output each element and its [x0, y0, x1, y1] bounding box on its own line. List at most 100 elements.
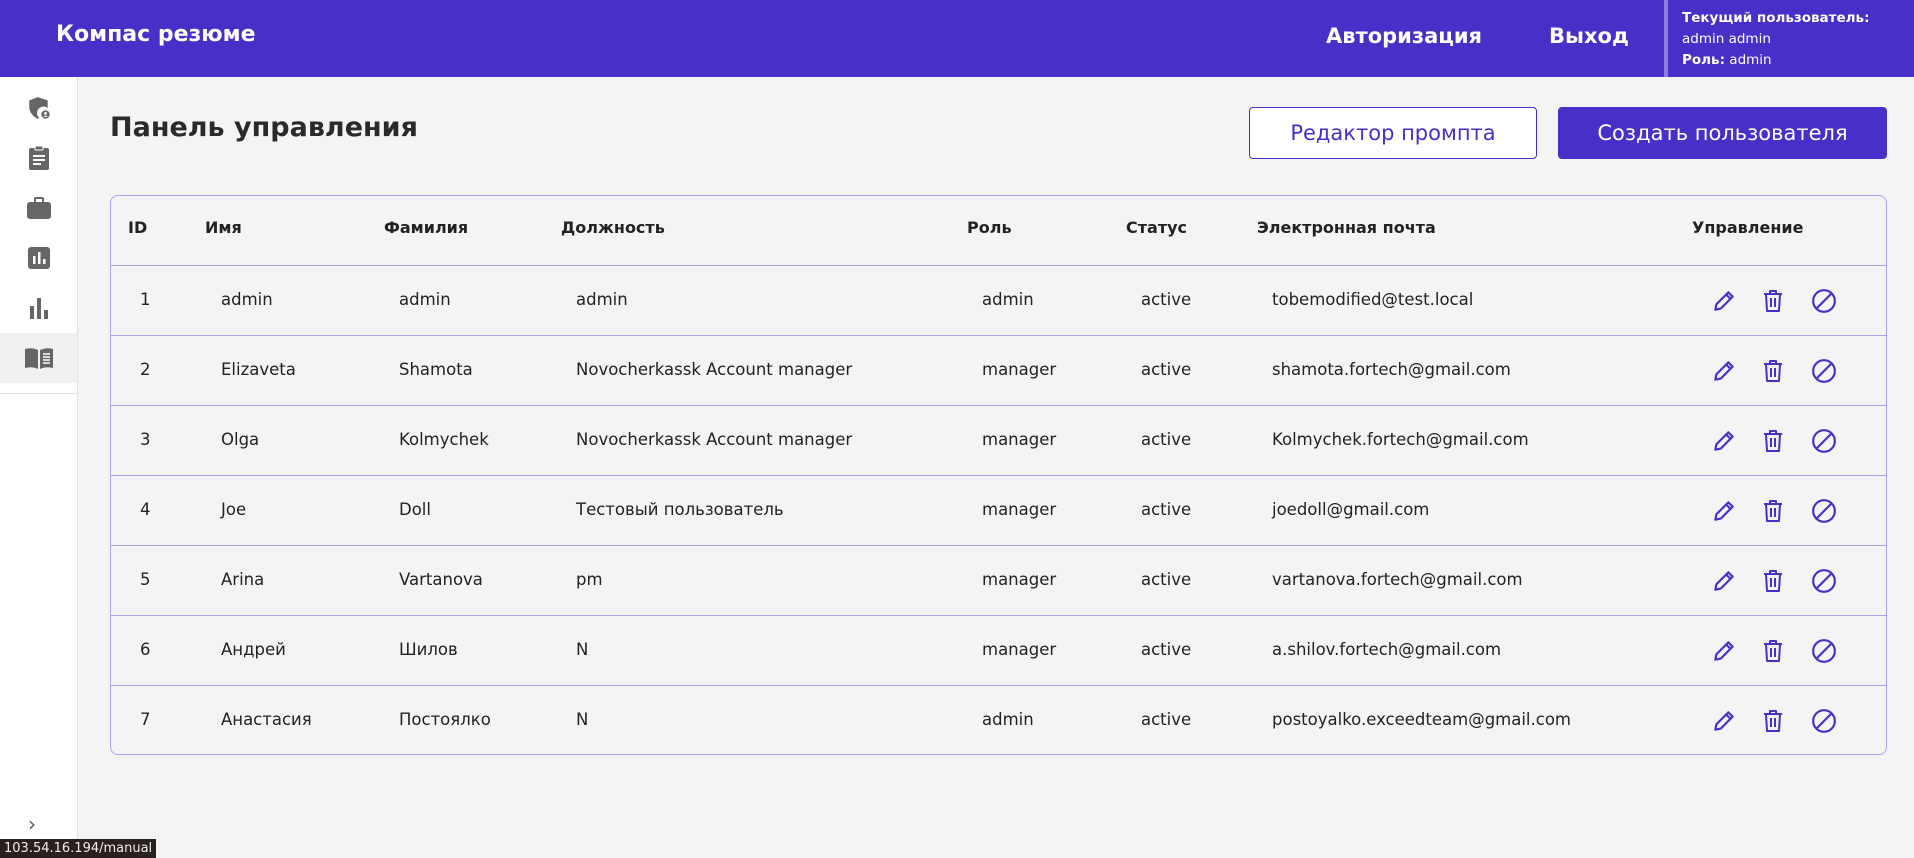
table-header: ID Имя Фамилия Должность Роль Статус Электронн… [111, 196, 1886, 266]
block-icon[interactable] [1811, 428, 1837, 458]
delete-icon[interactable] [1761, 708, 1785, 738]
block-icon[interactable] [1811, 498, 1837, 528]
sidebar-item-vacancies[interactable] [0, 183, 77, 233]
cell-id: 2 [140, 360, 151, 379]
edit-icon[interactable] [1711, 568, 1737, 598]
column-header: ID [128, 218, 148, 237]
top-header: Компас резюме Авторизация Выход Текущий … [0, 0, 1914, 77]
cell-status: active [1141, 640, 1192, 659]
edit-icon[interactable] [1711, 498, 1737, 528]
edit-icon[interactable] [1711, 288, 1737, 318]
briefcase-icon [26, 197, 51, 219]
cell-id: 6 [140, 640, 151, 659]
status-url: 103.54.16.194/manual [0, 839, 157, 858]
cell-role: manager [982, 360, 1057, 379]
manual-book-icon [24, 348, 53, 369]
edit-icon[interactable] [1711, 358, 1737, 388]
expand-sidebar-icon[interactable]: › [28, 812, 36, 836]
cell-last-name: Doll [399, 500, 431, 519]
cell-last-name: admin [399, 290, 451, 309]
table-row: 2 Elizaveta Shamota Novocherkassk Account m… [111, 336, 1886, 406]
cell-email: a.shilov.fortech@gmail.com [1272, 640, 1502, 659]
edit-icon[interactable] [1711, 638, 1737, 668]
edit-icon[interactable] [1711, 708, 1737, 738]
column-header: Электронная почта [1257, 218, 1436, 237]
cell-email: Kolmychek.fortech@gmail.com [1272, 430, 1529, 449]
nav-auth[interactable]: Авторизация [1326, 24, 1483, 48]
sidebar-item-admin[interactable] [0, 83, 77, 133]
delete-icon[interactable] [1761, 358, 1785, 388]
users-table: ID Имя Фамилия Должность Роль Статус Электронн… [110, 195, 1887, 755]
cell-first-name: Arina [221, 570, 265, 589]
cell-id: 7 [140, 710, 151, 729]
block-icon[interactable] [1811, 638, 1837, 668]
cell-id: 1 [140, 290, 151, 309]
cell-role: manager [982, 500, 1057, 519]
table-row: 3 Olga Kolmychek Novocherkassk Account mana… [111, 406, 1886, 476]
bar-chart-icon [29, 298, 48, 319]
sidebar-item-statistics[interactable] [0, 283, 77, 333]
sidebar-item-resumes[interactable] [0, 133, 77, 183]
block-icon[interactable] [1811, 568, 1837, 598]
column-header: Управление [1692, 218, 1804, 237]
cell-role: manager [982, 640, 1057, 659]
current-user-name: admin admin [1682, 31, 1771, 47]
cell-status: active [1141, 710, 1192, 729]
cell-status: active [1141, 290, 1192, 309]
sidebar-item-manual[interactable] [0, 333, 77, 383]
edit-icon[interactable] [1711, 428, 1737, 458]
block-icon[interactable] [1811, 708, 1837, 738]
cell-last-name: Shamota [399, 360, 473, 379]
cell-last-name: Kolmychek [399, 430, 489, 449]
cell-id: 3 [140, 430, 151, 449]
delete-icon[interactable] [1761, 428, 1785, 458]
nav-logout[interactable]: Выход [1549, 24, 1629, 48]
cell-first-name: Андрей [221, 640, 286, 659]
delete-icon[interactable] [1761, 638, 1785, 668]
cell-status: active [1141, 360, 1192, 379]
cell-status: active [1141, 570, 1192, 589]
delete-icon[interactable] [1761, 288, 1785, 318]
cell-position: admin [576, 290, 628, 309]
cell-position: N [576, 640, 589, 659]
cell-role: manager [982, 570, 1057, 589]
role-value: admin [1729, 52, 1772, 68]
create-user-button[interactable]: Создать пользователя [1558, 107, 1887, 159]
table-row: 5 Arina Vartanova pm manager active vartanova.… [111, 546, 1886, 616]
brand-title[interactable]: Компас резюме [56, 22, 256, 47]
column-header: Статус [1126, 218, 1187, 237]
cell-status: active [1141, 500, 1192, 519]
cell-first-name: Анастасия [221, 710, 312, 729]
cell-id: 5 [140, 570, 151, 589]
column-header: Фамилия [384, 218, 469, 237]
cell-position: Novocherkassk Account manager [576, 360, 853, 379]
cell-position: Тестовый пользователь [576, 500, 784, 519]
delete-icon[interactable] [1761, 568, 1785, 598]
cell-first-name: Olga [221, 430, 260, 449]
sidebar: › [0, 77, 78, 858]
current-user-label: Текущий пользователь: [1682, 10, 1870, 26]
report-chart-icon [27, 247, 50, 269]
cell-email: joedoll@gmail.com [1272, 500, 1430, 519]
sidebar-item-reports[interactable] [0, 233, 77, 283]
cell-first-name: admin [221, 290, 273, 309]
prompt-editor-button[interactable]: Редактор промпта [1249, 107, 1537, 159]
cell-email: tobemodified@test.local [1272, 290, 1474, 309]
cell-position: N [576, 710, 589, 729]
cell-last-name: Vartanova [399, 570, 483, 589]
cell-role: manager [982, 430, 1057, 449]
table-row: 1 admin admin admin admin active tobemodified@… [111, 266, 1886, 336]
column-header: Имя [205, 218, 242, 237]
cell-position: Novocherkassk Account manager [576, 430, 853, 449]
delete-icon[interactable] [1761, 498, 1785, 528]
block-icon[interactable] [1811, 288, 1837, 318]
cell-email: vartanova.fortech@gmail.com [1272, 570, 1523, 589]
cell-email: shamota.fortech@gmail.com [1272, 360, 1511, 379]
cell-position: pm [576, 570, 603, 589]
block-icon[interactable] [1811, 358, 1837, 388]
cell-id: 4 [140, 500, 151, 519]
cell-first-name: Joe [221, 500, 247, 519]
cell-last-name: Шилов [399, 640, 458, 659]
